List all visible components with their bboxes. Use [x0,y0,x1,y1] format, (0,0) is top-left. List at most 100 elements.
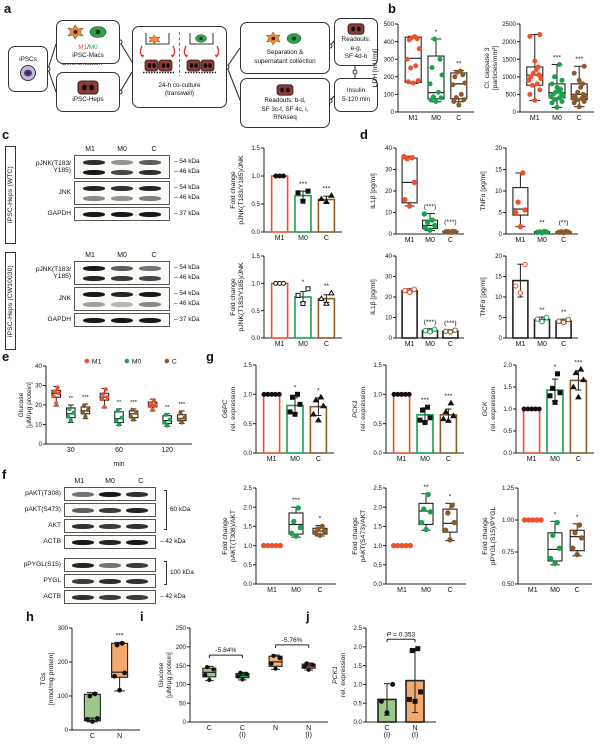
svg-text:Cl. caspase 3: Cl. caspase 3 [484,47,491,88]
svg-text:pJNK(T183/Y185)/JNK: pJNK(T183/Y185)/JNK [238,155,245,225]
svg-text:rel. expression: rel. expression [490,387,497,431]
separated-cell-icons [265,31,305,48]
readouts-eg-label-3: SF 4d-h [344,53,368,61]
svg-text:**: ** [539,219,545,226]
separation-label-2: supernatant collection [254,57,316,65]
svg-text:1.00: 1.00 [502,517,515,524]
svg-text:0: 0 [389,231,393,238]
svg-text:M1: M1 [530,115,540,122]
svg-text:0.0: 0.0 [353,719,362,726]
svg-text:C: C [448,341,453,348]
svg-text:min: min [113,461,124,468]
svg-text:C: C [561,341,566,348]
svg-text:LDH [mU/ml]: LDH [mU/ml] [372,48,379,87]
panel-h-label: h [26,609,34,624]
svg-text:*: * [294,384,297,391]
lane-label: M1 [74,478,85,485]
panel-j-label: j [306,609,310,624]
svg-text:1.5: 1.5 [243,362,252,369]
readouts-bd-label-2: SF 3c-f, SF 4c, i, [261,105,309,113]
svg-text:200: 200 [176,644,187,651]
svg-text:*: * [554,364,557,371]
svg-text:[μM/μg protein]: [μM/μg protein] [26,382,33,428]
svg-text:0.75: 0.75 [502,549,515,556]
protein-band [82,275,105,281]
separation-label-1: Separation & [266,49,304,57]
chart-tnfa-cw10030: 0 5 10 15 20 TNFα [pg/ml] M1 M0 C ** ** [480,253,578,348]
protein-band [72,562,95,568]
svg-text:***: *** [82,395,90,401]
lane-label: M0 [117,252,127,259]
svg-text:50: 50 [179,700,186,707]
svg-text:**: ** [423,484,429,491]
svg-text:20: 20 [495,145,502,152]
svg-text:**: ** [117,400,122,406]
protein-band [99,491,121,497]
svg-text:300: 300 [58,625,69,632]
blot-antibody-label: GAPDH [47,210,71,218]
svg-text:0.0: 0.0 [243,581,252,588]
protein-band [139,317,162,323]
panel-i-label: i [140,609,144,624]
svg-text:0.50: 0.50 [502,581,515,588]
kda-marker: – 42 kDa [160,593,186,600]
svg-text:1.0: 1.0 [353,682,362,689]
svg-text:N: N [273,725,278,732]
svg-text:0: 0 [499,335,503,342]
svg-text:2.5: 2.5 [243,485,252,492]
svg-text:M0: M0 [421,587,431,594]
svg-text:5: 5 [499,315,503,322]
svg-text:30: 30 [35,383,42,390]
svg-text:rel. expression: rel. expression [340,653,347,697]
svg-text:1.0: 1.0 [503,406,512,413]
cell-line-label-wtc: iPSC-Heps (WTC) [5,146,16,244]
protein-band [139,169,162,175]
svg-text:1.0: 1.0 [373,543,382,550]
protein-band [125,594,148,600]
svg-text:Glucose: Glucose [158,662,165,687]
blot-antibody-label: JNK [58,295,71,303]
protein-band [125,523,148,529]
svg-text:***: *** [130,400,138,406]
svg-text:***: *** [444,393,452,400]
svg-text:rel. expression: rel. expression [230,387,237,431]
chart-g6pc: 0.0 0.5 1.0 1.5 G6PC rel. expression M1 M0 C * * [222,362,334,463]
svg-text:pAKT(T308)/AKT: pAKT(T308)/AKT [230,510,237,562]
svg-text:0.0: 0.0 [251,335,260,342]
svg-text:0.5: 0.5 [243,562,252,569]
svg-text:2.0: 2.0 [373,504,382,511]
protein-band [72,523,95,529]
svg-text:M0: M0 [550,456,560,463]
svg-text:1.0: 1.0 [373,392,382,399]
svg-text:***: *** [292,497,300,504]
protein-band [139,301,162,307]
chart-il1b-cw10030: 0 10 20 30 40 IL1β [pg/ml] M1 M0 C (***) (***) [370,253,464,348]
chart-pakt-t308: 0.0 0.5 1.0 1.5 2.0 2.5 Fold change pAKT(T308)/… [222,485,336,594]
svg-text:1.25: 1.25 [502,485,515,492]
coculture-node: 24-h co-culture (transwell) [132,26,227,108]
protein-band [82,159,105,165]
lane-label: M0 [105,478,115,485]
svg-text:Glucose: Glucose [18,392,25,417]
svg-text:M0: M0 [132,358,142,365]
protein-band [139,185,162,191]
svg-text:C: C [447,587,452,594]
protein-band [111,185,133,191]
panel-f-label: f [2,467,7,482]
svg-text:0.5: 0.5 [243,421,252,428]
svg-text:C: C [90,733,95,740]
svg-text:0.5: 0.5 [503,428,512,435]
svg-text:pPYGL(S15)/PYGL: pPYGL(S15)/PYGL [490,507,497,566]
protein-band [139,211,162,217]
svg-text:C: C [575,587,580,594]
readouts-bd-node: Readouts: b-d, SF 3c-f, SF 4c, i, RNAseq [240,78,330,128]
svg-text:150: 150 [176,663,187,670]
ipsc-heps-node: iPSC-Heps [56,72,120,112]
svg-text:30: 30 [67,447,75,454]
svg-text:0.5: 0.5 [251,201,260,208]
protein-band [72,539,95,545]
blot-antibody-label: AKT [48,522,61,530]
kda-bracket [164,561,167,585]
